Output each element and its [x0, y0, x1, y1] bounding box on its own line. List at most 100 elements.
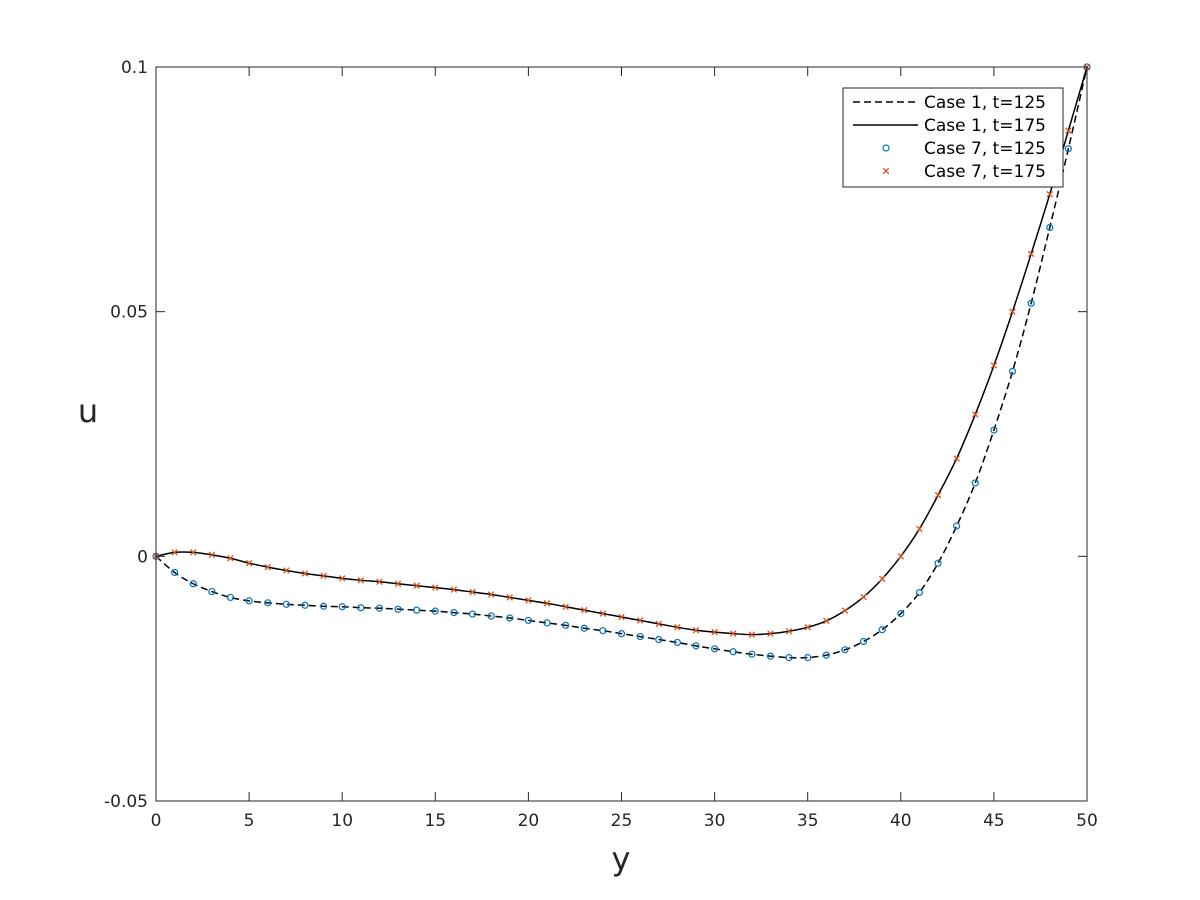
y-tick-label: -0.05 [104, 792, 148, 812]
legend-box [842, 87, 1064, 188]
data-point-x [394, 580, 402, 587]
data-point-circle [915, 588, 924, 597]
x-tick-label: 10 [331, 811, 353, 831]
data-point-x [934, 491, 942, 499]
y-tick-label: 0.1 [121, 58, 148, 78]
data-point-x [636, 617, 644, 624]
data-point-circle [319, 602, 328, 610]
x-tick-label: 25 [611, 811, 633, 831]
data-point-x [469, 588, 476, 596]
data-point-x [860, 593, 867, 601]
x-axis-title: y [612, 840, 631, 878]
data-point-circle [710, 645, 719, 653]
data-point-circle [897, 609, 905, 618]
data-point-circle [282, 600, 290, 608]
y-tick-label: 0 [137, 547, 148, 567]
data-point-circle [1008, 367, 1017, 375]
data-point-x [487, 591, 495, 598]
data-point-x [748, 631, 756, 638]
data-point-x [692, 626, 700, 634]
legend-label: Case 1, t=125 [924, 93, 1046, 113]
legend-item: Case 7, t=125 [882, 139, 1046, 159]
data-point-x [767, 630, 774, 637]
legend-item: Case 7, t=175 [882, 162, 1046, 182]
data-point-x [208, 551, 216, 559]
data-point-circle [394, 605, 402, 613]
data-point-circle [413, 606, 421, 614]
data-point-circle [580, 624, 588, 632]
series-layer [152, 63, 1091, 662]
data-point-circle [431, 607, 439, 615]
data-point-x [785, 627, 793, 635]
x-tick-label: 5 [244, 811, 255, 831]
data-point-circle [301, 601, 309, 609]
data-point-circle [655, 635, 663, 644]
y-axis-title: u [78, 392, 98, 430]
data-point-x [245, 559, 253, 567]
legend-label: Case 7, t=175 [924, 162, 1046, 182]
data-point-circle [785, 654, 793, 662]
data-point-x [953, 455, 960, 462]
data-point-circle [264, 599, 272, 607]
data-point-x [823, 617, 830, 625]
data-point-x [599, 610, 607, 617]
x-tick-label: 40 [890, 811, 912, 831]
legend-circle-swatch [882, 144, 890, 152]
data-point-circle [171, 568, 179, 577]
data-point-x [581, 606, 588, 614]
data-point-x [450, 586, 458, 593]
data-point-circle [859, 637, 868, 646]
data-point-x [1009, 308, 1016, 315]
data-point-circle [1046, 223, 1054, 232]
data-point-circle [729, 648, 737, 656]
data-point-x [655, 620, 662, 628]
data-point-x [525, 597, 532, 604]
data-point-x [283, 567, 290, 574]
data-point-x [897, 553, 905, 560]
data-point-circle [524, 616, 533, 625]
data-point-circle [375, 604, 384, 612]
data-point-x [227, 555, 234, 562]
data-point-x [376, 578, 383, 586]
data-point-circle [692, 642, 700, 650]
data-point-circle [357, 604, 365, 612]
data-point-circle [1027, 299, 1035, 307]
data-point-x [729, 630, 737, 637]
x-tick-label: 0 [151, 811, 162, 831]
data-point-x [301, 570, 309, 577]
data-point-x [562, 603, 569, 610]
data-point-circle [804, 654, 812, 662]
data-point-circle [934, 559, 942, 567]
legend-items: Case 1, t=125 Case 1, t=175 Case 7, t=125 C… [853, 93, 1046, 182]
legend-x-swatch [882, 167, 890, 175]
data-point-circle [338, 603, 346, 611]
data-point-x [338, 575, 346, 582]
data-point-x [990, 362, 998, 369]
x-tick-label: 45 [983, 811, 1005, 831]
data-point-circle [599, 627, 607, 635]
x-tick-label: 20 [518, 811, 540, 831]
data-point-x [674, 624, 681, 631]
data-point-circle [487, 612, 495, 620]
data-point-circle [822, 651, 830, 659]
data-point-x [506, 594, 514, 601]
data-point-x [189, 549, 197, 556]
data-point-circle [748, 650, 756, 658]
data-point-circle [990, 426, 998, 434]
data-point-x [320, 572, 327, 580]
data-point-x [171, 549, 178, 556]
data-point-x [878, 575, 886, 583]
data-point-circle [189, 580, 197, 588]
data-point-x [841, 607, 849, 614]
data-point-x [972, 411, 979, 418]
data-point-x [916, 525, 923, 533]
data-point-circle [450, 609, 458, 617]
data-point-circle [468, 610, 477, 618]
plot-area [156, 67, 1087, 801]
legend-item: Case 1, t=125 [853, 93, 1046, 113]
data-point-x [1046, 190, 1054, 198]
data-point-x [618, 613, 625, 621]
series-line-0 [155, 66, 1088, 659]
